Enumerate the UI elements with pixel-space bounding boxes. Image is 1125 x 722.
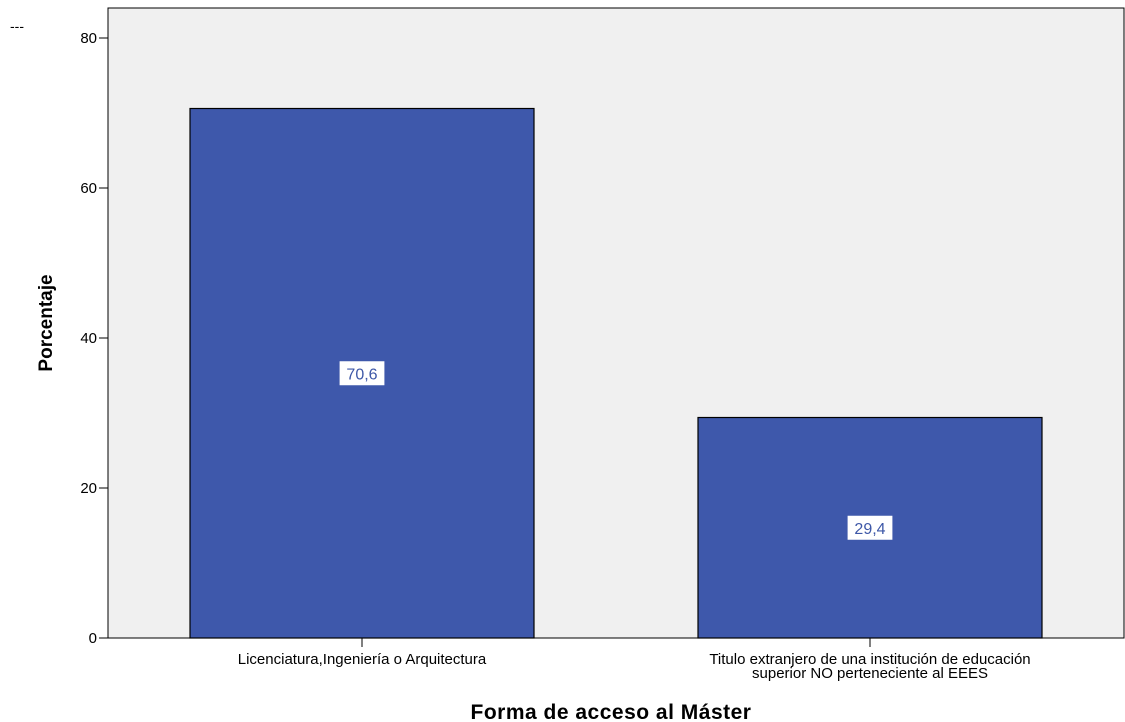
- y-tick-label: 20: [80, 480, 97, 497]
- bars: 70,6 29,4: [189, 107, 1043, 639]
- x-tick-label: Licenciatura,Ingeniería o Arquitectura: [238, 651, 487, 668]
- y-tick-label: 60: [80, 180, 97, 197]
- corner-mark: ---: [10, 18, 24, 34]
- y-tick-label: 80: [80, 30, 97, 47]
- y-axis: 0 20 40 60 80: [80, 30, 108, 647]
- y-tick-label: 40: [80, 330, 97, 347]
- data-label-box: [339, 361, 385, 386]
- x-axis-title: Forma de acceso al Máster: [471, 701, 752, 722]
- data-label-box: [847, 515, 893, 540]
- data-label: 70,6: [346, 366, 377, 383]
- y-axis-title: Porcentaje: [36, 274, 57, 371]
- x-axis: Licenciatura,Ingeniería o Arquitectura Ti…: [238, 638, 1031, 682]
- x-tick-label: Titulo extranjero de una institución de …: [709, 651, 1030, 668]
- x-tick-label: superior NO perteneciente al EEES: [752, 665, 988, 682]
- y-tick-label: 0: [89, 630, 97, 647]
- data-label: 29,4: [854, 521, 885, 538]
